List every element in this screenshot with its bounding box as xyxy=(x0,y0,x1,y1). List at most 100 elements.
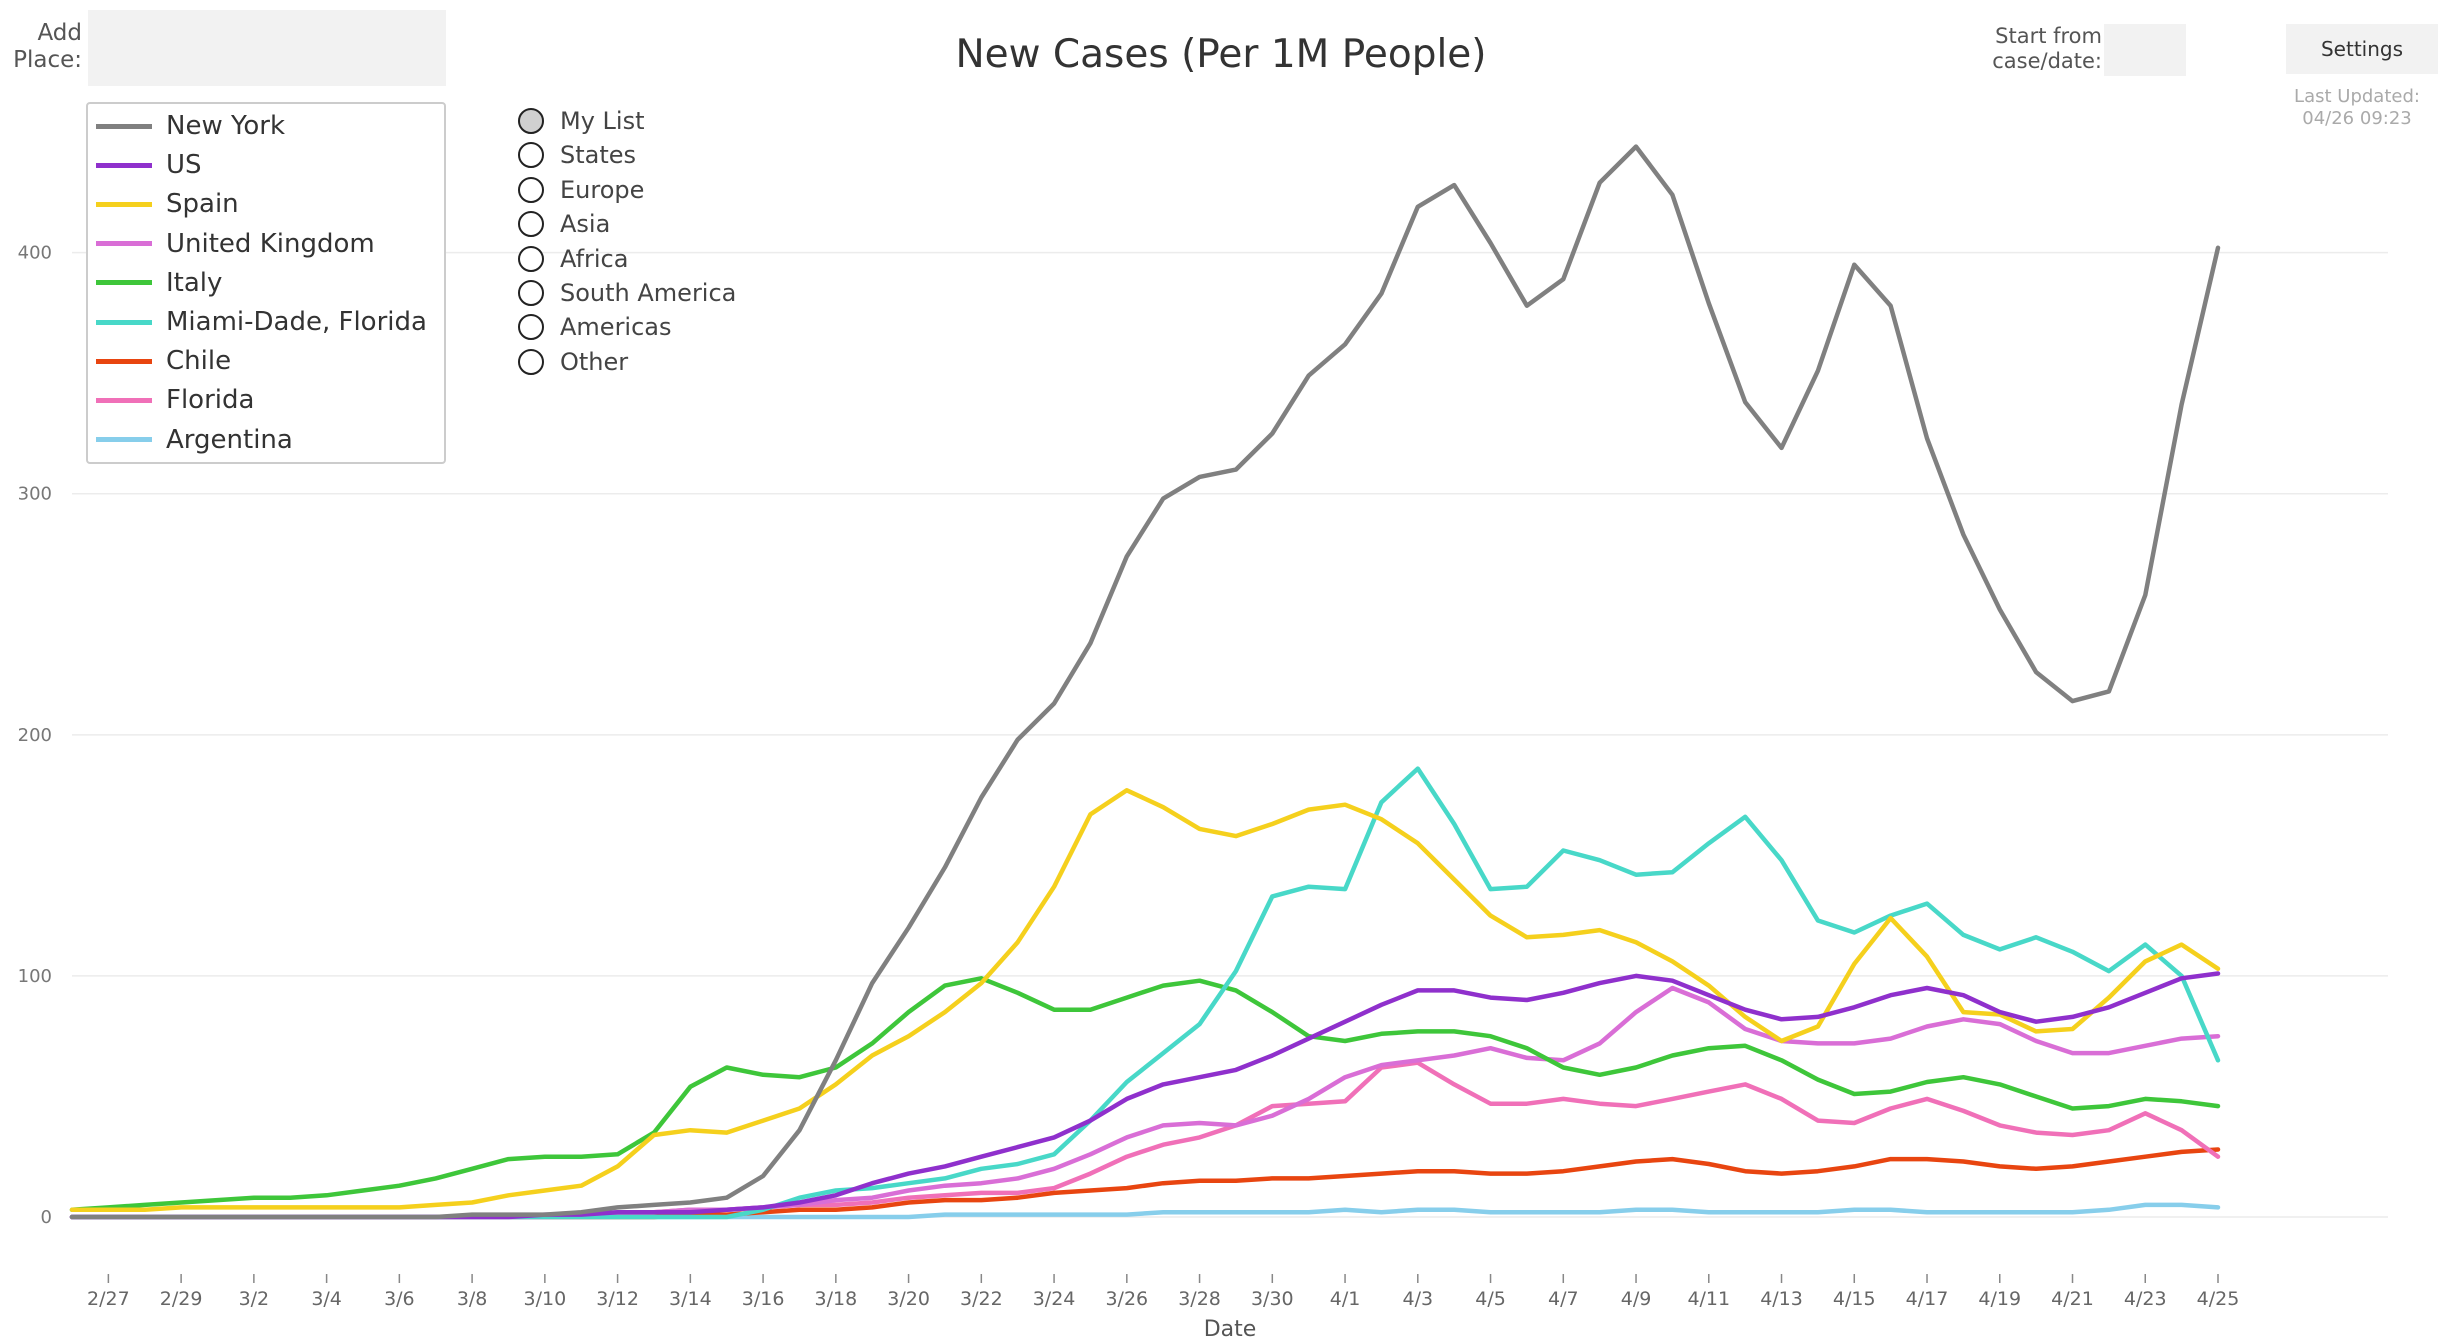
start-from-label-line1: Start from xyxy=(1995,24,2102,48)
legend-swatch xyxy=(96,280,152,286)
region-option-other[interactable]: Other xyxy=(518,345,628,379)
legend-swatch xyxy=(96,241,152,247)
x-tick-label: 2/27 xyxy=(87,1288,130,1310)
x-tick-label: 3/22 xyxy=(960,1288,1003,1310)
radio-label: Americas xyxy=(560,313,672,342)
last-updated-time: 04/26 09:23 xyxy=(2302,108,2412,129)
y-tick-label: 0 xyxy=(41,1207,52,1228)
x-tick-label: 3/14 xyxy=(669,1288,712,1310)
legend-swatch xyxy=(96,397,152,403)
x-tick-label: 4/13 xyxy=(1760,1288,1803,1310)
x-tick-label: 4/15 xyxy=(1833,1288,1876,1310)
x-tick-label: 4/9 xyxy=(1621,1288,1652,1310)
x-tick-label: 4/17 xyxy=(1906,1288,1949,1310)
settings-button[interactable]: Settings xyxy=(2286,24,2438,74)
last-updated-label: Last Updated: xyxy=(2294,86,2420,107)
radio-button[interactable] xyxy=(518,314,544,341)
x-tick-label: 3/6 xyxy=(384,1288,415,1310)
x-tick-label: 3/10 xyxy=(524,1288,567,1310)
region-option-europe[interactable]: Europe xyxy=(518,173,644,207)
radio-button[interactable] xyxy=(518,176,544,203)
start-from-label-line2: case/date: xyxy=(1992,49,2102,73)
radio-label: Europe xyxy=(560,175,645,204)
region-option-south-america[interactable]: South America xyxy=(518,276,736,310)
grid-lines xyxy=(72,251,2388,1218)
x-tick-label: 3/26 xyxy=(1105,1288,1148,1310)
legend-label: Spain xyxy=(166,189,239,220)
y-tick-label: 400 xyxy=(18,243,52,264)
x-tick-label: 3/24 xyxy=(1033,1288,1076,1310)
legend-item: Italy xyxy=(88,265,222,301)
x-tick-label: 3/2 xyxy=(239,1288,270,1310)
chart-legend: New York US Spain United Kingdom Italy Miami-… xyxy=(86,102,446,464)
x-tick-label: 4/5 xyxy=(1475,1288,1506,1310)
region-option-my-list[interactable]: My List xyxy=(518,104,645,138)
x-tick-label: 4/21 xyxy=(2051,1288,2094,1310)
start-from-label: Start from case/date: xyxy=(1960,24,2102,74)
legend-label: US xyxy=(166,150,202,181)
chart-title: New Cases (Per 1M People) xyxy=(955,32,1487,77)
last-updated: Last Updated: 04/26 09:23 xyxy=(2270,86,2442,130)
legend-item: New York xyxy=(88,108,285,144)
radio-button[interactable] xyxy=(518,211,544,238)
legend-swatch xyxy=(96,123,152,129)
y-tick-labels: 0 100 200 300 400 xyxy=(18,243,52,1228)
add-place-label: Add Place: xyxy=(8,20,82,74)
legend-label: New York xyxy=(166,111,286,141)
legend-swatch xyxy=(96,358,152,364)
x-tick-label: 3/20 xyxy=(887,1288,930,1310)
x-tick-label: 3/12 xyxy=(596,1288,639,1310)
radio-label: Africa xyxy=(560,244,629,273)
legend-label: Chile xyxy=(166,346,232,377)
legend-item: United Kingdom xyxy=(88,226,375,262)
x-tick-label: 3/8 xyxy=(457,1288,488,1310)
legend-swatch xyxy=(96,437,152,443)
x-tick-label: 2/29 xyxy=(160,1288,203,1310)
region-option-states[interactable]: States xyxy=(518,138,636,172)
radio-label: Other xyxy=(560,347,629,376)
y-tick-label: 200 xyxy=(18,725,52,746)
series-line-florida xyxy=(69,1060,2221,1220)
x-tick-label: 4/7 xyxy=(1548,1288,1579,1310)
series-line-united-kingdom xyxy=(69,985,2221,1220)
legend-swatch xyxy=(96,319,152,325)
series-line-new-york xyxy=(69,144,2221,1220)
x-tick-label: 4/25 xyxy=(2197,1288,2240,1310)
radio-button[interactable] xyxy=(518,245,544,272)
legend-item: Chile xyxy=(88,343,231,379)
add-place-label-line2: Place: xyxy=(13,47,82,73)
x-tick-label: 3/16 xyxy=(742,1288,785,1310)
legend-label: Miami-Dade, Florida xyxy=(166,307,427,337)
start-from-input[interactable] xyxy=(2104,24,2186,76)
legend-item: Florida xyxy=(88,382,254,418)
radio-button[interactable] xyxy=(518,280,544,306)
x-tick-label: 4/19 xyxy=(1978,1288,2021,1310)
region-option-africa[interactable]: Africa xyxy=(518,242,628,276)
x-tick-label: 4/3 xyxy=(1403,1288,1434,1310)
legend-label: Italy xyxy=(166,267,223,298)
legend-item: Argentina xyxy=(88,422,293,458)
region-option-asia[interactable]: Asia xyxy=(518,207,610,241)
legend-item: Spain xyxy=(88,186,239,222)
legend-swatch xyxy=(96,201,152,207)
legend-label: United Kingdom xyxy=(166,228,375,259)
radio-button[interactable] xyxy=(518,108,544,134)
series-line-spain xyxy=(69,788,2221,1213)
radio-button[interactable] xyxy=(518,142,544,169)
y-tick-label: 100 xyxy=(18,966,52,987)
series-line-italy xyxy=(69,976,2221,1213)
legend-label: Argentina xyxy=(166,424,293,455)
add-place-input[interactable] xyxy=(88,10,446,86)
series-lines xyxy=(69,144,2221,1220)
x-axis-title: Date xyxy=(1204,1317,1257,1342)
radio-label: My List xyxy=(560,107,645,135)
x-tick-labels: 2/27 2/29 3/2 3/4 3/6 3/8 3/10 3/12 3/14 3/16 3/18… xyxy=(87,1274,2239,1310)
y-tick-label: 300 xyxy=(18,484,52,505)
x-tick-label: 4/1 xyxy=(1330,1288,1361,1310)
region-option-americas[interactable]: Americas xyxy=(518,310,672,344)
legend-item: Miami-Dade, Florida xyxy=(88,304,427,340)
add-place-label-line1: Add xyxy=(37,20,82,46)
x-tick-label: 3/4 xyxy=(311,1288,342,1310)
radio-button[interactable] xyxy=(518,348,544,375)
